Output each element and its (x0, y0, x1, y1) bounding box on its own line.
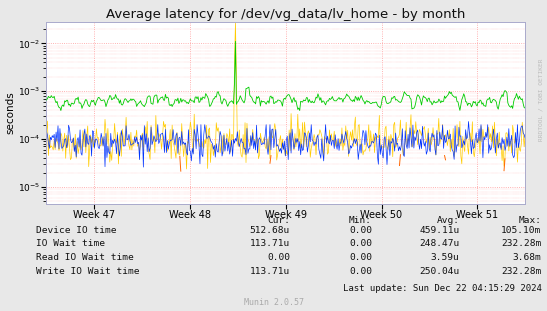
Text: Avg:: Avg: (437, 216, 459, 225)
Text: Munin 2.0.57: Munin 2.0.57 (243, 298, 304, 307)
Text: 3.59u: 3.59u (430, 253, 459, 262)
Text: 0.00: 0.00 (349, 267, 372, 276)
Text: 113.71u: 113.71u (249, 267, 290, 276)
Text: Cur:: Cur: (267, 216, 290, 225)
Text: 0.00: 0.00 (267, 253, 290, 262)
Text: 248.47u: 248.47u (419, 239, 459, 248)
Text: Write IO Wait time: Write IO Wait time (36, 267, 139, 276)
Text: Max:: Max: (519, 216, 542, 225)
Text: 250.04u: 250.04u (419, 267, 459, 276)
Title: Average latency for /dev/vg_data/lv_home - by month: Average latency for /dev/vg_data/lv_home… (106, 7, 465, 21)
Text: 0.00: 0.00 (349, 253, 372, 262)
Text: 105.10m: 105.10m (501, 226, 542, 235)
Text: 459.11u: 459.11u (419, 226, 459, 235)
Text: Last update: Sun Dec 22 04:15:29 2024: Last update: Sun Dec 22 04:15:29 2024 (342, 284, 542, 293)
Text: RRDTOOL / TOBI OETIKER: RRDTOOL / TOBI OETIKER (538, 58, 543, 141)
Text: 512.68u: 512.68u (249, 226, 290, 235)
Y-axis label: seconds: seconds (5, 91, 15, 134)
Text: 3.68m: 3.68m (513, 253, 542, 262)
Text: Read IO Wait time: Read IO Wait time (36, 253, 133, 262)
Text: 0.00: 0.00 (349, 226, 372, 235)
Text: 0.00: 0.00 (349, 239, 372, 248)
Text: IO Wait time: IO Wait time (36, 239, 104, 248)
Text: Min:: Min: (349, 216, 372, 225)
Text: 232.28m: 232.28m (501, 239, 542, 248)
Text: Device IO time: Device IO time (36, 226, 116, 235)
Text: 232.28m: 232.28m (501, 267, 542, 276)
Text: 113.71u: 113.71u (249, 239, 290, 248)
